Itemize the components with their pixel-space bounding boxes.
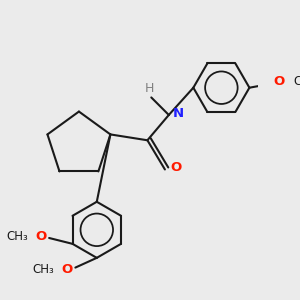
Text: O: O [170,161,182,174]
Text: N: N [173,106,184,119]
Text: O: O [61,263,72,276]
Text: CH₃: CH₃ [32,263,54,276]
Text: O: O [35,230,46,242]
Text: O: O [274,75,285,88]
Text: H: H [145,82,154,95]
Text: CH₃: CH₃ [293,75,300,88]
Text: CH₃: CH₃ [6,230,28,242]
